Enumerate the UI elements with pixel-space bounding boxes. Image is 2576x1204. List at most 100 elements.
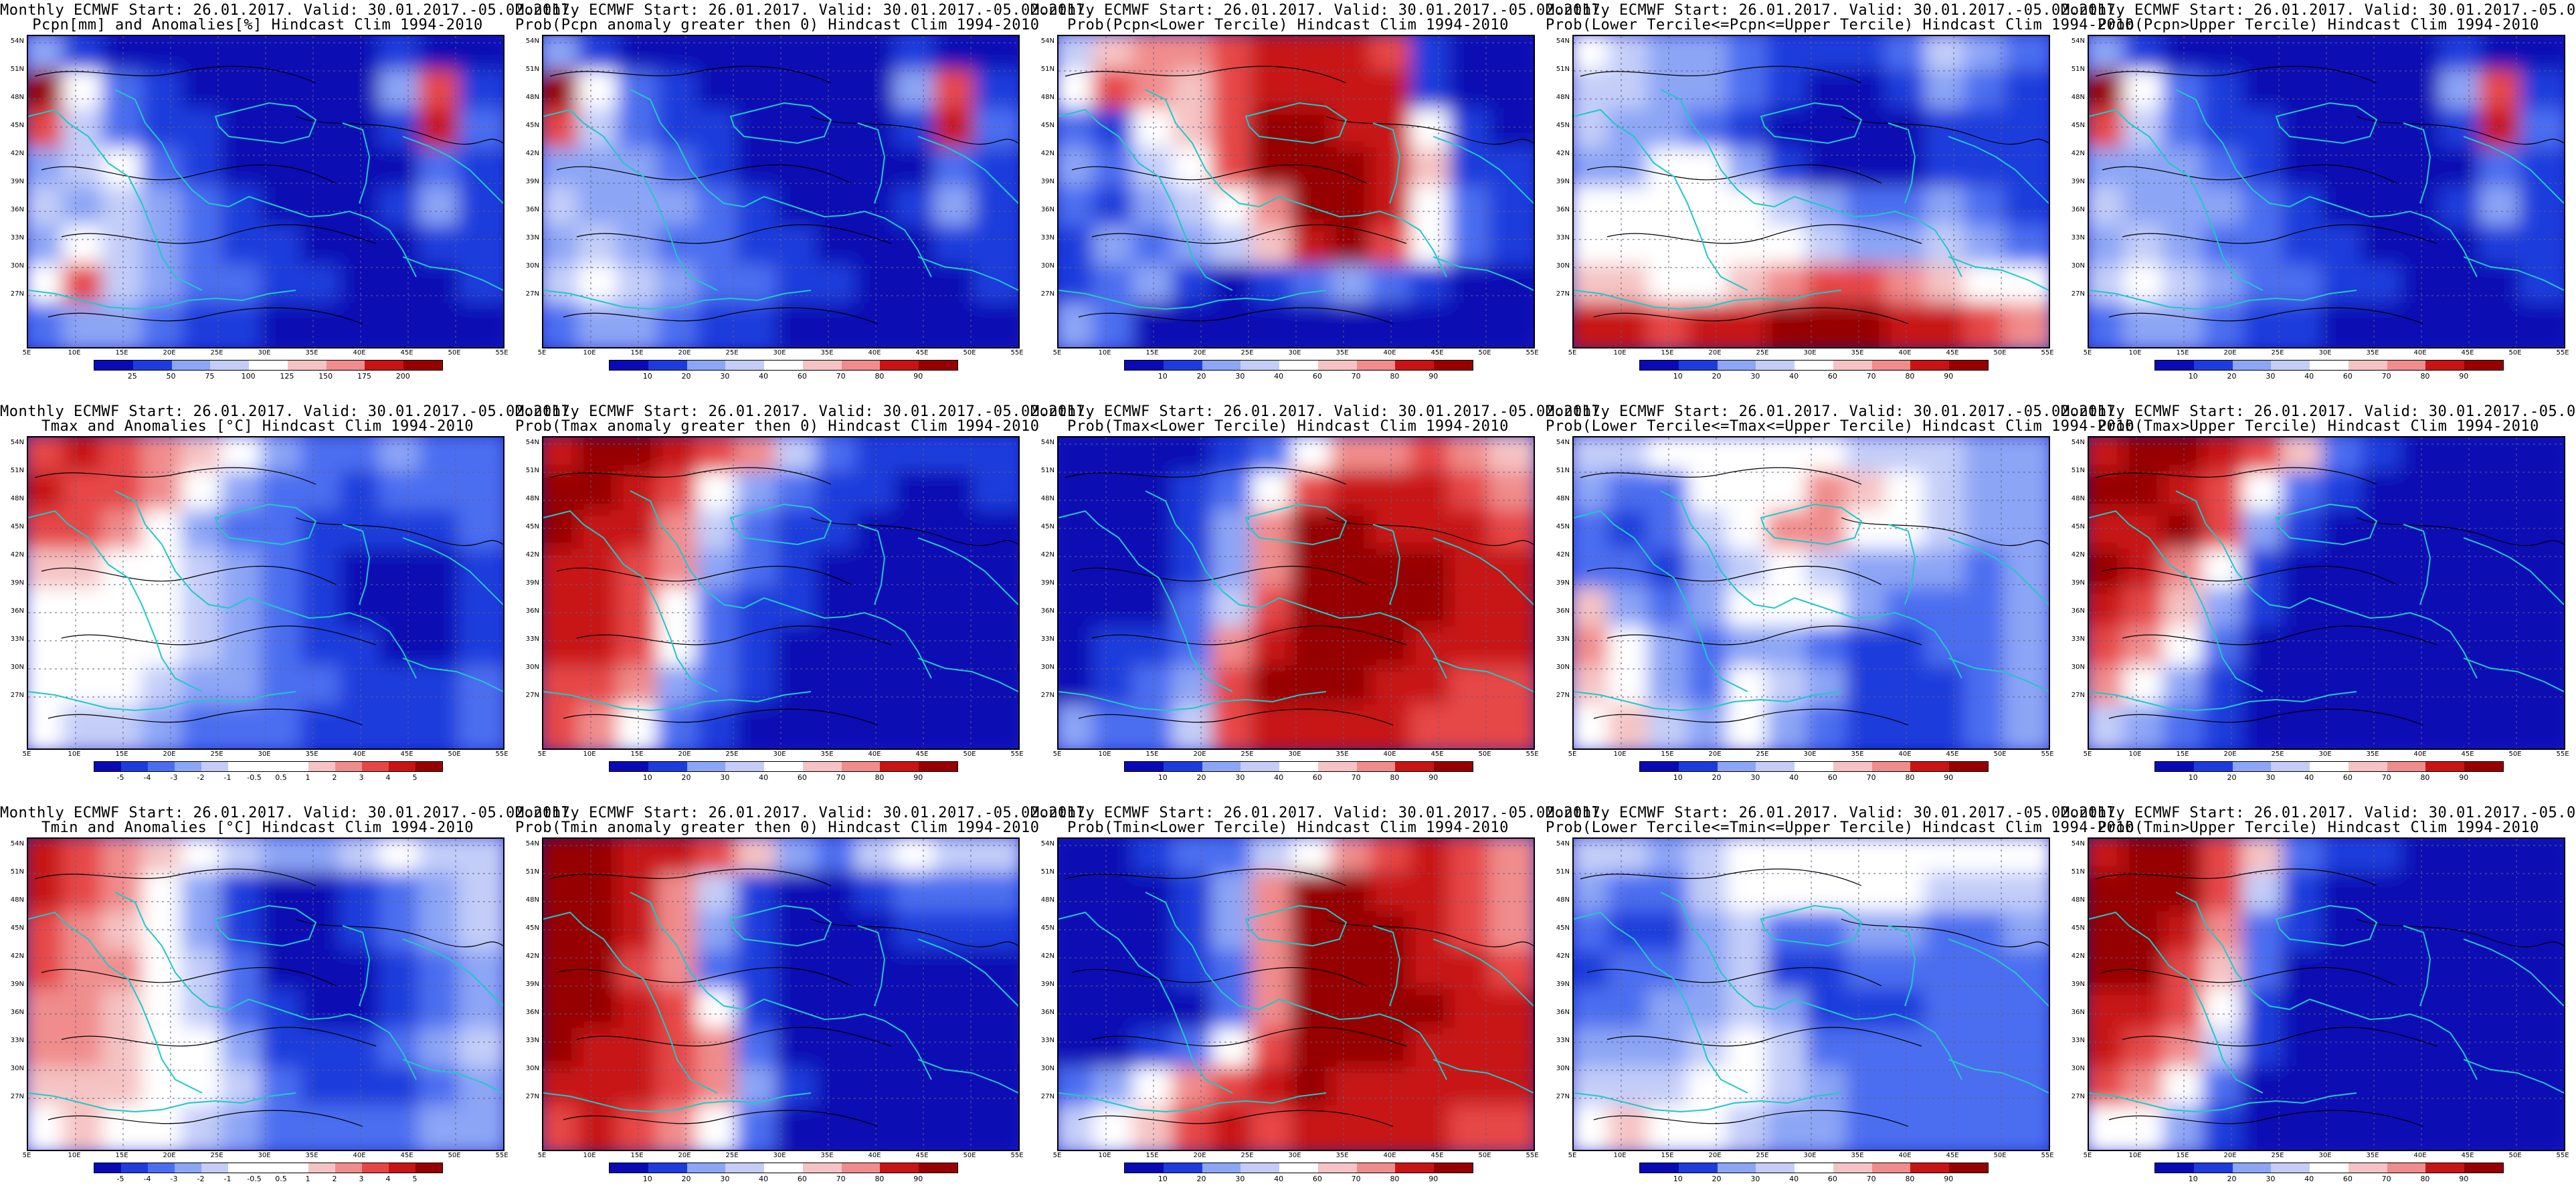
lat-label: 54N: [2071, 840, 2085, 847]
lat-label: 33N: [1040, 1037, 1054, 1044]
colorbar-tick-label: 80: [875, 773, 885, 782]
map-area: [542, 35, 1020, 348]
coastline: [1948, 256, 2049, 291]
lat-label: 39N: [525, 981, 539, 988]
lat-label: 42N: [525, 551, 539, 559]
colorbar-bin: [249, 361, 288, 370]
colorbar-tick-label: 60: [2342, 1175, 2353, 1183]
contour-line: [2356, 116, 2564, 145]
lat-label: 45N: [2071, 122, 2085, 129]
colorbar-bin: [308, 1163, 335, 1173]
panel-title-line1: Monthly ECMWF Start: 26.01.2017. Valid: …: [1546, 403, 2125, 420]
contour-line: [1065, 868, 1347, 886]
map-area: [1572, 837, 2050, 1151]
lon-label: 15E: [2176, 349, 2189, 357]
lat-label: 39N: [1040, 981, 1054, 988]
lon-label: 5E: [1568, 1152, 1577, 1159]
colorbar-tick-label: 80: [2420, 1175, 2430, 1183]
lon-label: 50E: [963, 349, 976, 357]
lat-label: 48N: [2071, 94, 2085, 101]
lat-label: 27N: [1556, 692, 1570, 699]
lon-label: 10E: [583, 1152, 596, 1159]
lon-label: 10E: [1098, 349, 1111, 357]
colorbar: [1124, 761, 1473, 772]
colorbar-tick-label: -4: [143, 1175, 151, 1183]
lat-label: 39N: [525, 579, 539, 587]
colorbar-bin: [1395, 762, 1435, 771]
lon-label: 35E: [1851, 1152, 1864, 1159]
lon-label: 35E: [2366, 750, 2379, 758]
lon-label: 30E: [1803, 349, 1817, 357]
lon-label: 45E: [1431, 1152, 1444, 1159]
lon-label: 35E: [305, 349, 318, 357]
coastline: [2463, 1059, 2564, 1094]
colorbar: [1639, 1163, 1989, 1173]
lon-label: 50E: [448, 1152, 461, 1159]
colorbar-bin: [1640, 762, 1679, 771]
colorbar-bin: [1678, 762, 1718, 771]
lon-label: 55E: [1010, 750, 1024, 758]
coastline: [402, 537, 503, 605]
lon-label: 25E: [2271, 1152, 2284, 1159]
colorbar-bin: [2310, 1163, 2349, 1173]
lon-label: 10E: [68, 349, 81, 357]
lon-label: 40E: [353, 750, 366, 758]
colorbar-bin: [2387, 361, 2426, 370]
coastline: [1888, 925, 1916, 1007]
lon-label: 50E: [1478, 349, 1491, 357]
coastline: [214, 503, 317, 546]
coastline: [1245, 503, 1348, 546]
contour-line: [34, 66, 316, 84]
lon-label: 40E: [868, 1152, 881, 1159]
lat-label: 36N: [1556, 607, 1570, 615]
lat-label: 48N: [10, 495, 24, 502]
colorbar-bin: [919, 762, 958, 771]
colorbar-tick-label: 80: [1390, 372, 1400, 381]
lat-label: 36N: [1556, 206, 1570, 213]
lat-label: 45N: [525, 122, 539, 129]
colorbar-tick-label: 40: [759, 372, 769, 381]
coastline: [1059, 691, 1327, 712]
coastline: [2289, 597, 2478, 679]
contour-line: [2122, 1027, 2437, 1047]
colorbar: [2154, 761, 2504, 772]
colorbar-bin: [1640, 1163, 1679, 1173]
lon-label: 25E: [725, 750, 739, 758]
coastline: [917, 938, 1018, 1007]
lon-label: 35E: [1851, 349, 1864, 357]
lon-label: 10E: [68, 1152, 81, 1159]
panel-title-line2: Prob(Tmax anomaly greater then 0) Hindca…: [515, 418, 1040, 435]
colorbar-bin: [2193, 762, 2233, 771]
coastline: [729, 102, 832, 144]
lon-label: 25E: [1756, 349, 1769, 357]
coastline: [2289, 998, 2478, 1080]
colorbar-bin: [1395, 361, 1435, 370]
lat-label: 42N: [2071, 150, 2085, 157]
colorbar-tick-label: 30: [1235, 773, 1245, 782]
colorbar-tick-label: 60: [797, 773, 807, 782]
panel-title-line2: Prob(Lower Tercile<=Pcpn<=Upper Tercile)…: [1546, 17, 2134, 33]
colorbar-bin: [1125, 361, 1164, 370]
map-area: [1057, 436, 1535, 750]
lat-label: 54N: [1040, 439, 1054, 446]
colorbar-bin: [2310, 762, 2349, 771]
coastline: [917, 136, 1018, 204]
colorbar-tick-label: 90: [1944, 1175, 1954, 1183]
lat-label: 36N: [1556, 1009, 1570, 1016]
coastline: [1774, 998, 1962, 1080]
colorbar-bin: [228, 1163, 255, 1173]
coastline: [1372, 524, 1401, 605]
colorbar-bin: [171, 361, 211, 370]
colorbar-tick-label: -5: [116, 1175, 124, 1183]
lat-label: 51N: [2071, 66, 2085, 73]
lat-label: 30N: [1040, 664, 1054, 671]
colorbar-bin: [201, 1163, 228, 1173]
lat-label: 33N: [2071, 635, 2085, 643]
contour-line: [576, 224, 892, 244]
lat-label: 54N: [1556, 37, 1570, 45]
contour-line: [1606, 224, 1922, 244]
lon-label: 10E: [2128, 750, 2142, 758]
colorbar-bin: [1395, 1163, 1435, 1173]
panel-title-line2: Prob(Lower Tercile<=Tmax<=Upper Tercile)…: [1546, 418, 2134, 435]
colorbar-tick-label: 20: [1712, 372, 1722, 381]
